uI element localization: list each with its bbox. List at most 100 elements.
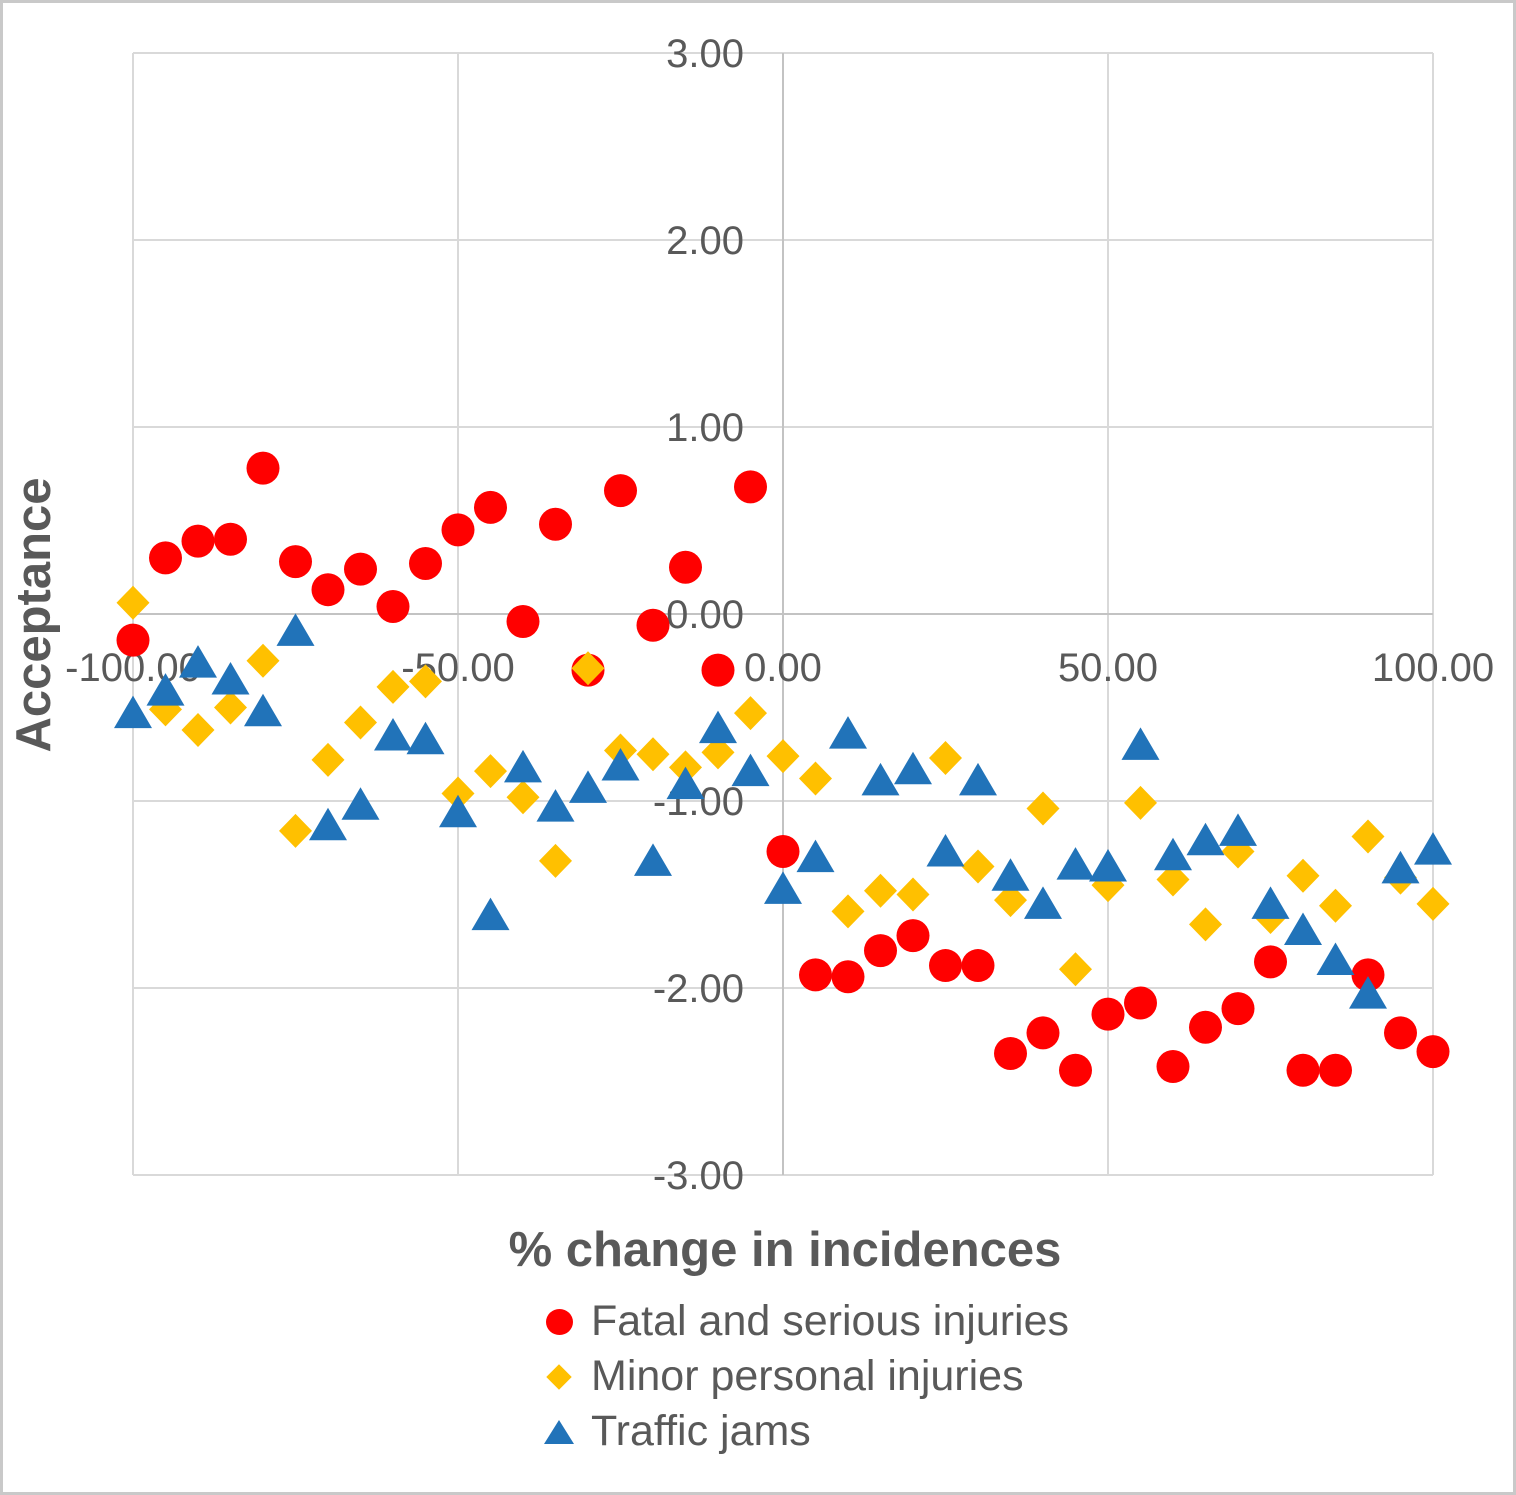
chart-legend: Fatal and serious injuries Minor persona… xyxy=(541,1294,1069,1459)
data-point-traffic-jams xyxy=(991,858,1030,891)
data-point-traffic-jams xyxy=(1056,847,1095,880)
data-point-traffic-jams xyxy=(1121,727,1160,760)
data-point-fatal-and-serious-injuries xyxy=(1286,1053,1320,1087)
data-point-fatal-and-serious-injuries xyxy=(474,490,507,524)
data-point-traffic-jams xyxy=(666,766,705,800)
data-point-minor-personal-injuries xyxy=(636,737,670,772)
data-point-fatal-and-serious-injuries xyxy=(929,949,962,983)
data-point-fatal-and-serious-injuries xyxy=(831,960,865,994)
data-point-traffic-jams xyxy=(341,787,380,820)
data-point-fatal-and-serious-injuries xyxy=(669,550,702,584)
scatter-chart: 3.002.001.000.00-1.00-2.00-3.00-100.00 -5… xyxy=(7,32,1494,1277)
data-point-minor-personal-injuries xyxy=(734,696,767,731)
data-point-minor-personal-injuries xyxy=(1351,819,1385,854)
data-point-fatal-and-serious-injuries xyxy=(409,547,442,581)
data-point-fatal-and-serious-injuries xyxy=(279,545,312,579)
data-point-traffic-jams xyxy=(439,794,477,828)
data-point-minor-personal-injuries xyxy=(1286,858,1320,893)
data-point-fatal-and-serious-injuries xyxy=(1384,1016,1417,1050)
data-point-minor-personal-injuries xyxy=(1319,888,1352,923)
data-point-minor-personal-injuries xyxy=(441,776,475,811)
data-point-minor-personal-injuries xyxy=(1124,785,1157,820)
red-circle-marker-icon xyxy=(545,1308,573,1335)
data-point-fatal-and-serious-injuries xyxy=(961,949,995,983)
data-point-traffic-jams xyxy=(861,762,900,796)
data-point-minor-personal-injuries xyxy=(994,883,1027,918)
data-point-fatal-and-serious-injuries xyxy=(1059,1053,1092,1087)
data-point-fatal-and-serious-injuries xyxy=(636,608,670,642)
data-point-minor-personal-injuries xyxy=(929,740,962,775)
data-point-fatal-and-serious-injuries xyxy=(604,474,637,508)
data-point-traffic-jams xyxy=(731,753,770,787)
data-point-traffic-jams xyxy=(406,721,445,755)
legend-label: Minor personal injuries xyxy=(591,1352,1024,1400)
data-point-traffic-jams xyxy=(894,751,932,785)
y-tick-label: -2.00 xyxy=(653,967,744,1011)
legend-item-traffic-jams: Traffic jams xyxy=(541,1404,1069,1459)
data-point-traffic-jams xyxy=(1251,886,1290,919)
data-point-minor-personal-injuries xyxy=(1156,862,1190,897)
data-point-traffic-jams xyxy=(374,718,412,751)
data-point-fatal-and-serious-injuries xyxy=(441,513,475,547)
data-point-traffic-jams xyxy=(1154,837,1192,871)
data-point-fatal-and-serious-injuries xyxy=(1026,1016,1060,1050)
data-point-traffic-jams xyxy=(829,716,867,749)
x-axis-title: % change in incidences xyxy=(509,1223,1062,1277)
data-point-fatal-and-serious-injuries xyxy=(766,834,800,868)
data-point-minor-personal-injuries xyxy=(571,651,605,686)
data-points xyxy=(114,451,1452,1087)
data-point-traffic-jams xyxy=(471,897,510,931)
data-point-traffic-jams xyxy=(1349,976,1387,1009)
data-point-fatal-and-serious-injuries xyxy=(116,623,150,657)
gold-diamond-marker-icon xyxy=(546,1363,572,1390)
data-point-minor-personal-injuries xyxy=(896,877,930,912)
data-point-traffic-jams xyxy=(634,843,672,876)
data-point-traffic-jams xyxy=(601,747,640,781)
data-point-minor-personal-injuries xyxy=(1189,907,1222,942)
data-point-traffic-jams xyxy=(1219,813,1257,846)
data-point-minor-personal-injuries xyxy=(961,849,995,884)
data-point-fatal-and-serious-injuries xyxy=(181,524,215,558)
data-point-traffic-jams xyxy=(536,789,575,822)
data-point-minor-personal-injuries xyxy=(766,739,800,774)
data-point-minor-personal-injuries xyxy=(1059,952,1092,987)
data-point-minor-personal-injuries xyxy=(1416,886,1450,921)
data-point-traffic-jams xyxy=(146,673,185,706)
y-tick-label: -3.00 xyxy=(653,1154,744,1198)
y-tick-label: 2.00 xyxy=(666,219,744,263)
data-point-traffic-jams xyxy=(1414,832,1452,865)
data-point-traffic-jams xyxy=(569,770,607,803)
data-point-minor-personal-injuries xyxy=(376,669,410,704)
data-point-traffic-jams xyxy=(211,661,250,695)
data-point-fatal-and-serious-injuries xyxy=(734,470,767,504)
data-point-minor-personal-injuries xyxy=(246,643,280,678)
blue-triangle-marker-icon xyxy=(544,1419,574,1444)
data-point-fatal-and-serious-injuries xyxy=(1351,958,1385,992)
data-point-fatal-and-serious-injuries xyxy=(376,590,410,624)
data-point-minor-personal-injuries xyxy=(279,813,312,848)
data-point-minor-personal-injuries xyxy=(799,761,832,796)
data-point-fatal-and-serious-injuries xyxy=(149,541,182,575)
data-point-fatal-and-serious-injuries xyxy=(1091,997,1125,1031)
data-point-traffic-jams xyxy=(504,749,542,783)
data-point-fatal-and-serious-injuries xyxy=(311,573,345,607)
y-tick-label: 1.00 xyxy=(666,406,744,450)
data-point-fatal-and-serious-injuries xyxy=(864,934,897,968)
data-point-fatal-and-serious-injuries xyxy=(701,653,735,687)
data-point-traffic-jams xyxy=(244,693,282,727)
y-tick-label: 0.00 xyxy=(666,593,744,637)
data-point-minor-personal-injuries xyxy=(214,690,247,725)
data-point-traffic-jams xyxy=(309,807,347,841)
axis-lines xyxy=(133,53,1433,1175)
data-point-minor-personal-injuries xyxy=(701,735,735,770)
data-point-fatal-and-serious-injuries xyxy=(1124,986,1157,1020)
data-point-traffic-jams xyxy=(1186,822,1225,856)
data-point-traffic-jams xyxy=(276,613,315,646)
data-point-minor-personal-injuries xyxy=(344,705,377,740)
x-tick-label: 50.00 xyxy=(1058,646,1158,690)
legend-item-minor-personal-injuries: Minor personal injuries xyxy=(541,1349,1069,1404)
data-point-fatal-and-serious-injuries xyxy=(1254,945,1287,979)
data-point-fatal-and-serious-injuries xyxy=(1189,1010,1222,1044)
data-point-traffic-jams xyxy=(1316,942,1355,975)
